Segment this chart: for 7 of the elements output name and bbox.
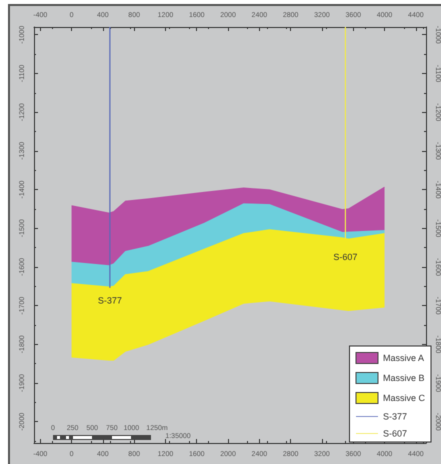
text: S-607 [333, 252, 358, 262]
text: S-377 [98, 295, 122, 306]
legend-label: Massive A [382, 353, 424, 363]
legend-label: S-607 [382, 428, 408, 438]
legend-label: S-377 [382, 412, 408, 422]
legend-label: Massive B [382, 373, 425, 383]
legend-label: Massive C [382, 393, 426, 403]
